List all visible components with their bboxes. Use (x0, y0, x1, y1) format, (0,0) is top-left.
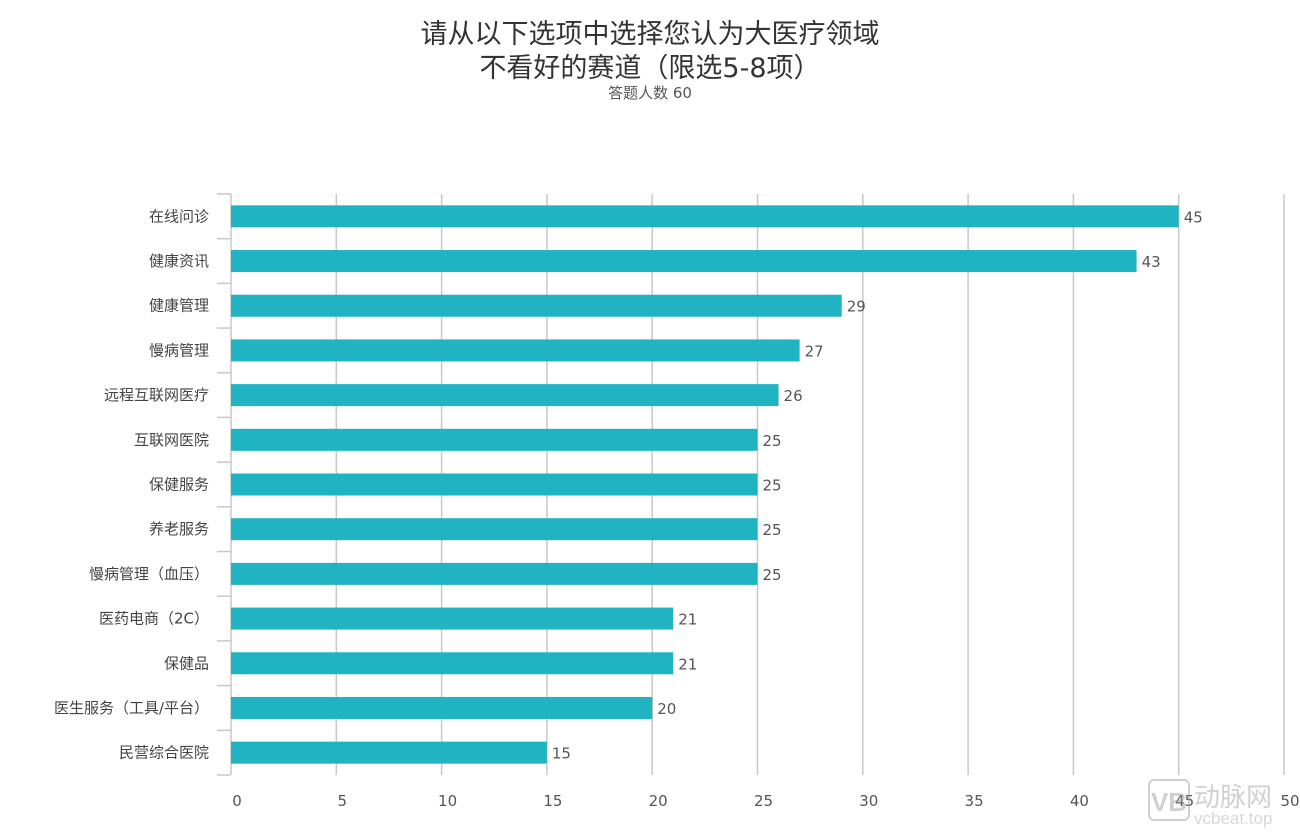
chart-title-line1: 请从以下选项中选择您认为大医疗领域 (420, 19, 880, 50)
bar (231, 339, 800, 362)
bar (231, 741, 547, 764)
category-label: 健康资讯 (149, 252, 209, 270)
x-tick-label: 15 (543, 792, 562, 810)
x-tick-label: 10 (438, 792, 457, 810)
bar (231, 473, 758, 496)
x-tick-label: 45 (1175, 792, 1194, 810)
x-tick-label: 40 (1070, 792, 1089, 810)
data-label: 29 (847, 298, 866, 316)
category-label: 保健品 (164, 654, 209, 672)
x-tick-label: 0 (232, 792, 242, 810)
watermark-logo: VB 动脉网 vcbeat.top (1148, 778, 1288, 832)
category-label: 民营综合医院 (119, 744, 209, 762)
data-label: 25 (763, 566, 782, 584)
bar (231, 294, 842, 317)
bar (231, 428, 758, 451)
x-tick-label: 35 (965, 792, 984, 810)
bar (231, 607, 674, 630)
category-label: 远程互联网医疗 (104, 386, 209, 404)
data-label: 25 (763, 477, 782, 495)
category-label: 在线问诊 (149, 207, 209, 225)
category-label: 健康管理 (149, 297, 209, 315)
data-label: 15 (552, 745, 571, 763)
svg-text:动脉网: 动脉网 (1194, 783, 1272, 813)
bar (231, 562, 758, 585)
category-label: 养老服务 (149, 520, 209, 538)
bar (231, 205, 1179, 228)
data-label: 25 (763, 521, 782, 539)
data-label: 25 (763, 432, 782, 450)
category-label: 慢病管理 (149, 341, 209, 359)
category-label: 医药电商（2C） (99, 610, 209, 628)
category-label: 保健服务 (149, 476, 209, 494)
x-tick-label: 5 (338, 792, 348, 810)
svg-text:vcbeat.top: vcbeat.top (1194, 809, 1272, 828)
bar (231, 384, 779, 407)
data-label: 21 (678, 611, 697, 629)
data-label: 21 (678, 655, 697, 673)
category-label: 慢病管理（血压） (89, 565, 209, 583)
bar (231, 250, 1137, 273)
bar (231, 518, 758, 541)
chart-subtitle: 答题人数 60 (608, 84, 692, 102)
x-tick-label: 30 (859, 792, 878, 810)
data-label: 20 (657, 700, 676, 718)
x-tick-label: 20 (649, 792, 668, 810)
data-label: 45 (1184, 208, 1203, 226)
svg-text:VB: VB (1151, 787, 1187, 817)
data-label: 43 (1142, 253, 1161, 271)
bar (231, 652, 674, 675)
bar (231, 696, 653, 719)
chart-title-line2: 不看好的赛道（限选5-8项） (479, 53, 821, 84)
data-label: 26 (784, 387, 803, 405)
category-label: 互联网医院 (134, 431, 209, 449)
category-label: 医生服务（工具/平台） (54, 699, 209, 717)
x-tick-label: 50 (1280, 792, 1299, 810)
data-label: 27 (805, 342, 824, 360)
x-tick-label: 25 (754, 792, 773, 810)
